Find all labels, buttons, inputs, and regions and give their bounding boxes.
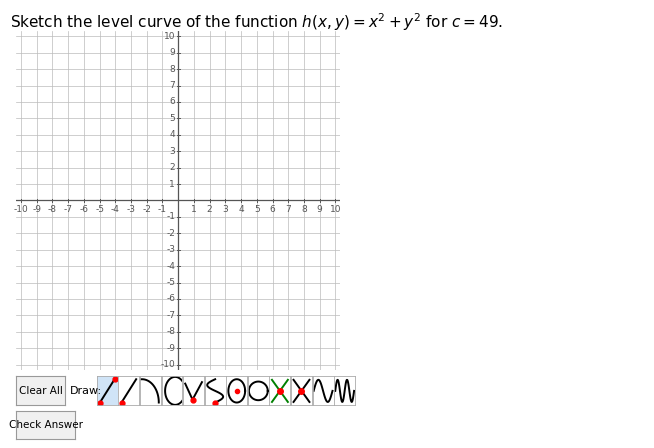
Text: 8: 8 xyxy=(301,205,307,214)
Text: 10: 10 xyxy=(330,205,341,214)
Text: Check Answer: Check Answer xyxy=(9,420,83,430)
Text: -7: -7 xyxy=(166,311,175,320)
Text: 3: 3 xyxy=(222,205,228,214)
Text: -3: -3 xyxy=(127,205,135,214)
Text: 4: 4 xyxy=(169,130,175,139)
Text: 6: 6 xyxy=(269,205,275,214)
Text: Sketch the level curve of the function $h(x, y) = x^2 + y^2$ for $c = 49$.: Sketch the level curve of the function $… xyxy=(10,11,503,33)
Text: -6: -6 xyxy=(79,205,88,214)
Text: 5: 5 xyxy=(254,205,260,214)
Text: -4: -4 xyxy=(111,205,120,214)
Text: -7: -7 xyxy=(63,205,73,214)
Text: -8: -8 xyxy=(48,205,57,214)
Text: 8: 8 xyxy=(169,65,175,73)
Text: 1: 1 xyxy=(169,180,175,189)
Text: -8: -8 xyxy=(166,327,175,336)
Text: 3: 3 xyxy=(169,147,175,156)
Text: Clear All: Clear All xyxy=(19,386,63,396)
Text: -1: -1 xyxy=(166,212,175,221)
Text: 6: 6 xyxy=(169,98,175,107)
Text: -9: -9 xyxy=(166,344,175,353)
Text: Draw:: Draw: xyxy=(70,386,102,396)
Text: 5: 5 xyxy=(169,114,175,123)
Text: -1: -1 xyxy=(158,205,167,214)
Text: 10: 10 xyxy=(164,32,175,41)
Text: 2: 2 xyxy=(169,163,175,172)
Text: 4: 4 xyxy=(238,205,244,214)
Text: 7: 7 xyxy=(169,81,175,90)
Text: -10: -10 xyxy=(14,205,28,214)
Text: 1: 1 xyxy=(191,205,197,214)
Text: -6: -6 xyxy=(166,294,175,303)
Text: 9: 9 xyxy=(169,48,175,57)
Text: 2: 2 xyxy=(207,205,213,214)
Text: 9: 9 xyxy=(317,205,322,214)
Text: -4: -4 xyxy=(166,262,175,271)
Text: -9: -9 xyxy=(32,205,41,214)
Text: -3: -3 xyxy=(166,245,175,254)
Text: -2: -2 xyxy=(143,205,151,214)
Text: -10: -10 xyxy=(160,360,175,369)
Text: -2: -2 xyxy=(166,229,175,238)
Text: -5: -5 xyxy=(95,205,104,214)
Text: 7: 7 xyxy=(285,205,291,214)
Text: -5: -5 xyxy=(166,278,175,287)
